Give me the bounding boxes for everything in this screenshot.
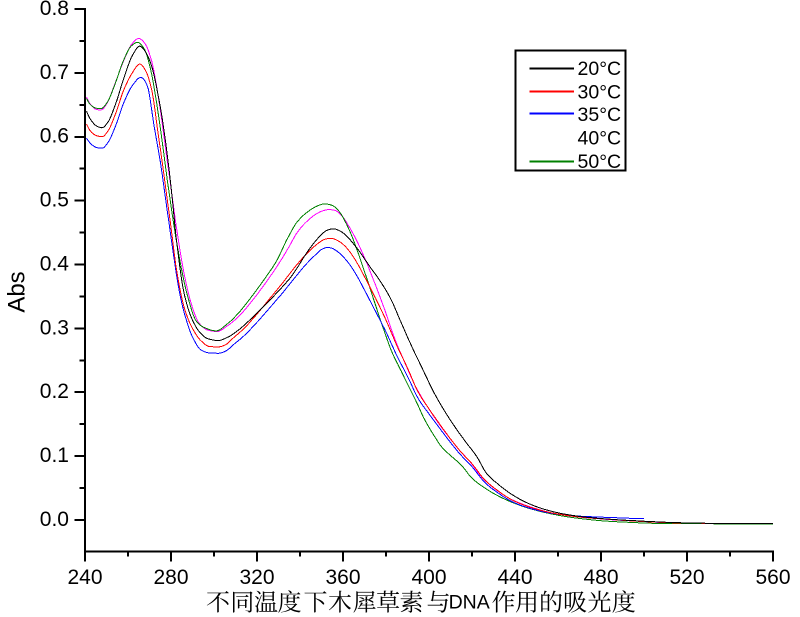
svg-text:240: 240 xyxy=(67,566,102,589)
svg-text:0.2: 0.2 xyxy=(40,380,69,403)
svg-text:0.6: 0.6 xyxy=(40,125,69,148)
svg-text:560: 560 xyxy=(755,566,790,589)
svg-text:360: 360 xyxy=(325,566,360,589)
svg-text:520: 520 xyxy=(669,566,704,589)
svg-text:280: 280 xyxy=(153,566,188,589)
svg-text:40°C: 40°C xyxy=(578,128,622,150)
svg-text:320: 320 xyxy=(239,566,274,589)
svg-text:0.3: 0.3 xyxy=(40,316,69,339)
svg-text:440: 440 xyxy=(497,566,532,589)
svg-text:DNA: DNA xyxy=(449,592,490,614)
svg-text:400: 400 xyxy=(411,566,446,589)
svg-text:480: 480 xyxy=(583,566,618,589)
svg-text:0.5: 0.5 xyxy=(40,189,69,212)
svg-text:Abs: Abs xyxy=(4,271,31,312)
svg-text:50°C: 50°C xyxy=(578,151,622,173)
svg-text:35°C: 35°C xyxy=(578,104,622,126)
svg-text:0.1: 0.1 xyxy=(40,444,69,467)
svg-text:0.8: 0.8 xyxy=(40,0,69,20)
svg-text:0.4: 0.4 xyxy=(40,252,70,275)
svg-text:30°C: 30°C xyxy=(578,82,622,104)
svg-text:20°C: 20°C xyxy=(578,58,622,80)
svg-text:0.7: 0.7 xyxy=(40,61,69,84)
svg-text:0.0: 0.0 xyxy=(40,508,69,531)
